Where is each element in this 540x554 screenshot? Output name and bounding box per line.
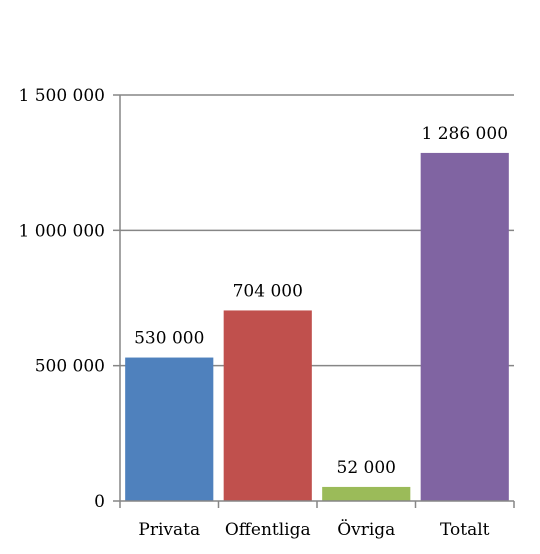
data-label: 530 000 — [134, 329, 204, 349]
y-tick-label: 1 500 000 — [18, 86, 105, 106]
x-tick-label: Övriga — [337, 519, 395, 540]
y-axis-ticks: 0 500 000 1 000 000 1 500 000 — [18, 86, 120, 512]
data-label: 52 000 — [337, 458, 396, 478]
data-label: 1 286 000 — [421, 124, 508, 144]
y-tick-label: 1 000 000 — [18, 221, 105, 241]
bars — [125, 152, 509, 501]
bar-totalt — [420, 152, 509, 501]
data-label: 704 000 — [233, 281, 303, 301]
x-tick-label: Offentliga — [225, 520, 311, 540]
y-tick-label: 500 000 — [35, 357, 105, 377]
x-axis-ticks: Privata Offentliga Övriga Totalt — [119, 501, 515, 540]
x-tick-label: Privata — [138, 520, 200, 540]
bar-offentliga — [223, 310, 312, 501]
y-tick-label: 0 — [94, 492, 105, 512]
bar-övriga — [322, 486, 411, 501]
x-tick-label: Totalt — [440, 520, 490, 540]
bar-privata — [125, 357, 214, 501]
data-labels: 530 000 704 000 52 000 1 286 000 — [134, 124, 508, 478]
